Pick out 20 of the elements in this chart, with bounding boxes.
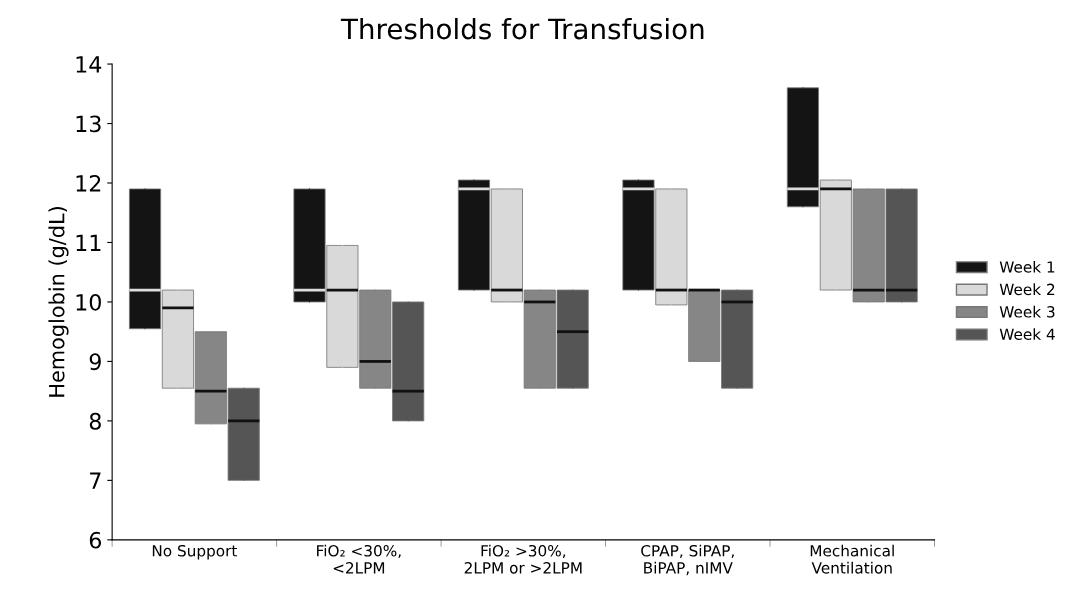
y-tick-label: 7 <box>90 472 101 489</box>
y-tick-label: 9 <box>89 353 101 371</box>
y-tick-label: 11 <box>76 234 101 251</box>
x-tick-label: FiO₂ <30%, <2LPM <box>317 544 401 574</box>
chart-title: Thresholds for Transfusion <box>340 17 704 40</box>
y-tick-label: 12 <box>76 174 101 192</box>
legend-label: Week 2 <box>999 283 1055 296</box>
y-tick-label: 14 <box>76 56 102 73</box>
y-tick-label: 6 <box>89 531 102 549</box>
x-tick-label: CPAP, SiPAP, BiPAP, nIMV <box>641 544 734 576</box>
legend-label: Week 3 <box>999 305 1055 318</box>
y-axis-title: Hemoglobin (g/dL) <box>48 207 69 397</box>
y-tick-label: 8 <box>89 412 101 430</box>
legend-label: Week 4 <box>999 328 1055 341</box>
y-tick-label: 10 <box>76 293 101 311</box>
y-tick-label: 13 <box>76 115 101 133</box>
x-tick-label: FiO₂ >30%, 2LPM or >2LPM <box>464 544 582 574</box>
x-tick-label: Mechanical Ventilation <box>810 544 894 574</box>
legend-label: Week 1 <box>999 260 1055 273</box>
x-tick-label: No Support <box>152 544 238 560</box>
